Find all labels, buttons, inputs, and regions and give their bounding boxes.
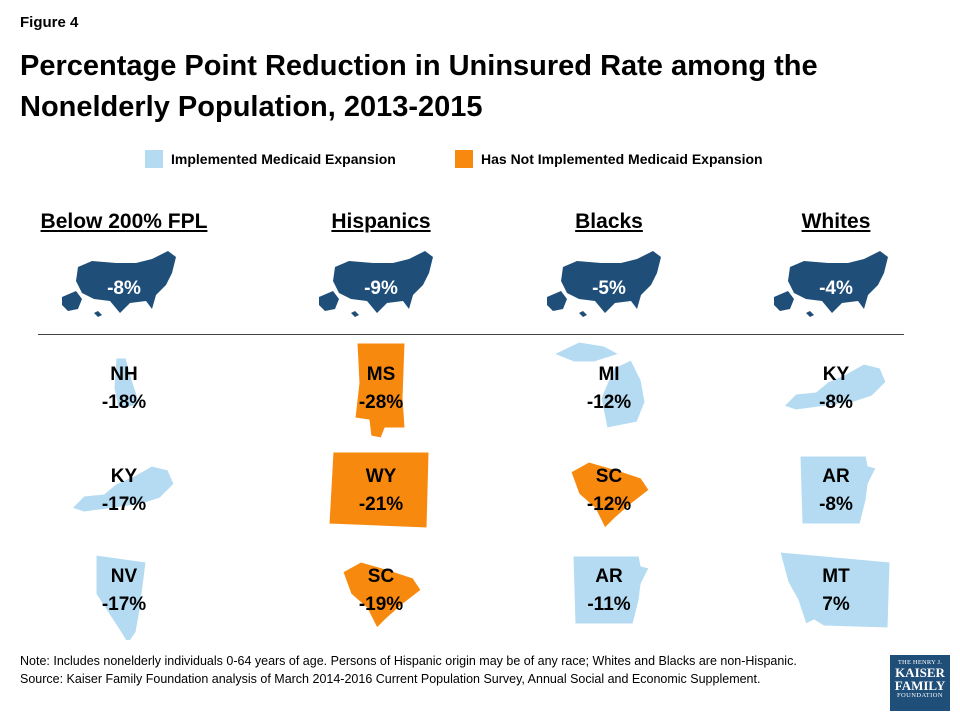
hawaii-shape xyxy=(806,311,814,317)
column-header-whites: Whites xyxy=(801,210,871,233)
legend-item-not-expanded: Has Not Implemented Medicaid Expansion xyxy=(455,150,763,168)
column-header-below-200-fpl: Below 200% FPL xyxy=(40,210,208,233)
us-value-label: -9% xyxy=(364,278,398,299)
us-value-label: -5% xyxy=(592,278,626,299)
divider-line xyxy=(38,334,904,335)
state-value-label: -11% xyxy=(587,594,630,615)
state-value-label: -8% xyxy=(819,494,853,515)
hawaii-shape xyxy=(351,311,359,317)
legend-item-expanded: Implemented Medicaid Expansion xyxy=(145,150,396,168)
state-cell-nh: NH -18% xyxy=(102,357,146,413)
state-value-label: -12% xyxy=(587,494,631,515)
state-value-label: -28% xyxy=(359,392,403,413)
state-shape-mi xyxy=(552,341,646,429)
us-map-1: -9% xyxy=(319,251,433,317)
legend-label-expanded: Implemented Medicaid Expansion xyxy=(171,151,396,167)
state-shape-sc xyxy=(342,561,422,629)
state-abbrev-label: MT xyxy=(822,566,850,587)
note-text: Note: Includes nonelderly individuals 0-… xyxy=(20,654,797,668)
us-value-label: -8% xyxy=(107,278,141,299)
state-cell-mt: MT 7% xyxy=(779,551,891,629)
legend-label-not-expanded: Has Not Implemented Medicaid Expansion xyxy=(481,151,763,167)
logo-line-4: FOUNDATION xyxy=(897,692,943,699)
state-abbrev-label: MI xyxy=(598,364,619,385)
state-value-label: 7% xyxy=(822,594,850,615)
source-text: Source: Kaiser Family Foundation analysi… xyxy=(20,672,761,686)
alaska-shape xyxy=(319,291,339,311)
state-abbrev-label: MS xyxy=(367,364,396,385)
state-shape-nh xyxy=(113,357,139,409)
state-abbrev-label: AR xyxy=(822,466,850,487)
us-map-shape xyxy=(788,251,888,313)
alaska-shape xyxy=(774,291,794,311)
logo-line-2: KAISER xyxy=(895,665,945,680)
us-map-0: -8% xyxy=(62,251,176,317)
state-shape-ms xyxy=(354,342,406,439)
legend-swatch-not-expanded xyxy=(455,150,473,168)
state-shape-mt xyxy=(779,551,891,629)
us-map-shape xyxy=(333,251,433,313)
state-shape-ky xyxy=(783,363,887,411)
state-abbrev-label: WY xyxy=(366,466,397,487)
legend-swatch-expanded xyxy=(145,150,163,168)
state-shape-wy xyxy=(328,451,430,529)
state-cell-ky: KY -8% xyxy=(783,363,887,413)
state-value-label: -18% xyxy=(102,392,146,413)
state-value-label: -21% xyxy=(359,494,403,515)
state-map-grid: -8% NH -18% KY -17% NV -17% -9% MS -28% WY -21% SC -1… xyxy=(62,251,891,640)
state-shape-ar xyxy=(799,455,877,525)
state-cell-nv: NV -17% xyxy=(95,554,147,640)
state-abbrev-label: SC xyxy=(596,466,623,487)
state-cell-sc: SC -19% xyxy=(342,561,422,629)
state-abbrev-label: AR xyxy=(595,566,623,587)
us-map-2: -5% xyxy=(547,251,661,317)
us-map-3: -4% xyxy=(774,251,888,317)
state-cell-sc: SC -12% xyxy=(570,461,650,529)
state-shape-ar xyxy=(572,555,650,625)
state-cell-ms: MS -28% xyxy=(354,342,406,439)
state-shape-sc xyxy=(570,461,650,529)
legend: Implemented Medicaid Expansion Has Not I… xyxy=(0,150,960,174)
state-value-label: -19% xyxy=(359,594,403,615)
state-shape-nv xyxy=(95,554,147,640)
footer-notes: Note: Includes nonelderly individuals 0-… xyxy=(20,652,880,688)
state-shape-ky xyxy=(71,465,175,513)
us-map-shape xyxy=(561,251,661,313)
state-value-label: -17% xyxy=(102,594,146,615)
state-abbrev-label: KY xyxy=(111,466,138,487)
column-header-hispanics: Hispanics xyxy=(331,210,431,233)
state-value-label: -17% xyxy=(102,494,146,515)
column-header-blacks: Blacks xyxy=(575,210,643,233)
state-abbrev-label: KY xyxy=(823,364,850,385)
figure-label: Figure 4 xyxy=(20,14,79,31)
state-cell-ar: AR -11% xyxy=(572,555,650,625)
us-map-shape xyxy=(76,251,176,313)
logo-line-1: THE HENRY J. xyxy=(897,659,943,666)
state-abbrev-label: NH xyxy=(110,364,137,385)
state-cell-mi: MI -12% xyxy=(552,341,646,429)
kff-logo: THE HENRY J. KAISER FAMILY FOUNDATION xyxy=(890,655,950,711)
chart-title: Percentage Point Reduction in Uninsured … xyxy=(20,50,818,123)
hawaii-shape xyxy=(579,311,587,317)
hawaii-shape xyxy=(94,311,102,317)
alaska-shape xyxy=(62,291,82,311)
us-value-label: -4% xyxy=(819,278,853,299)
state-abbrev-label: SC xyxy=(368,566,395,587)
logo-line-3: FAMILY xyxy=(894,678,946,693)
alaska-shape xyxy=(547,291,567,311)
state-cell-wy: WY -21% xyxy=(328,451,430,529)
state-abbrev-label: NV xyxy=(111,566,138,587)
state-value-label: -12% xyxy=(587,392,631,413)
state-value-label: -8% xyxy=(819,392,853,413)
state-cell-ky: KY -17% xyxy=(71,465,175,515)
state-cell-ar: AR -8% xyxy=(799,455,877,525)
